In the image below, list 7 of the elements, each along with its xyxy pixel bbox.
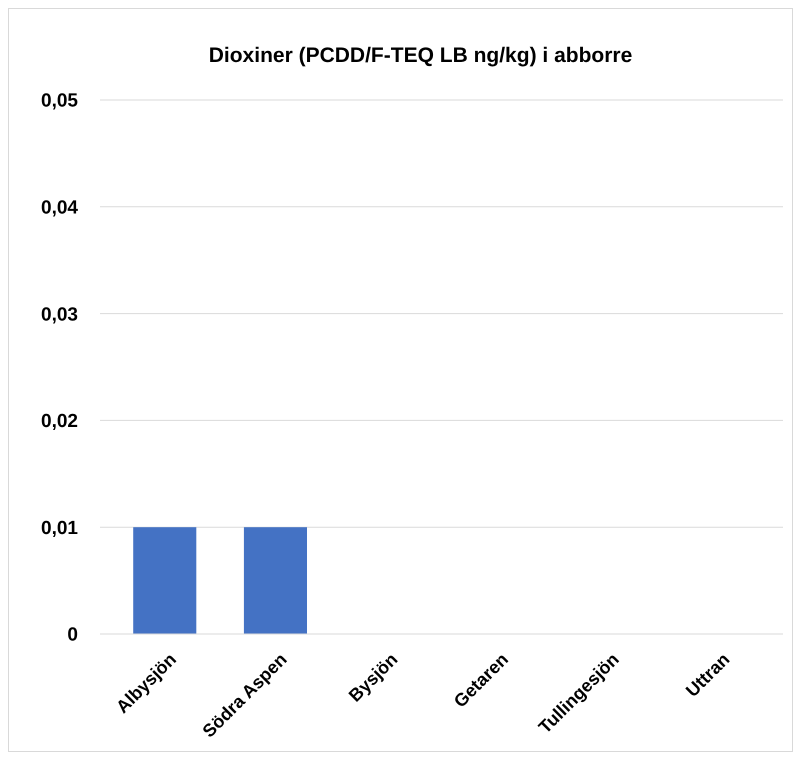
- y-tick-label: 0,05: [41, 90, 78, 112]
- y-tick-label: 0,03: [41, 304, 78, 326]
- y-tick-label: 0,01: [41, 518, 78, 539]
- y-tick-label: 0: [67, 624, 78, 646]
- y-tick-label: 0,02: [41, 411, 78, 432]
- chart-title: Dioxiner (PCDD/F-TEQ LB ng/kg) i abborre: [208, 44, 632, 67]
- y-tick-label: 0,04: [41, 197, 78, 218]
